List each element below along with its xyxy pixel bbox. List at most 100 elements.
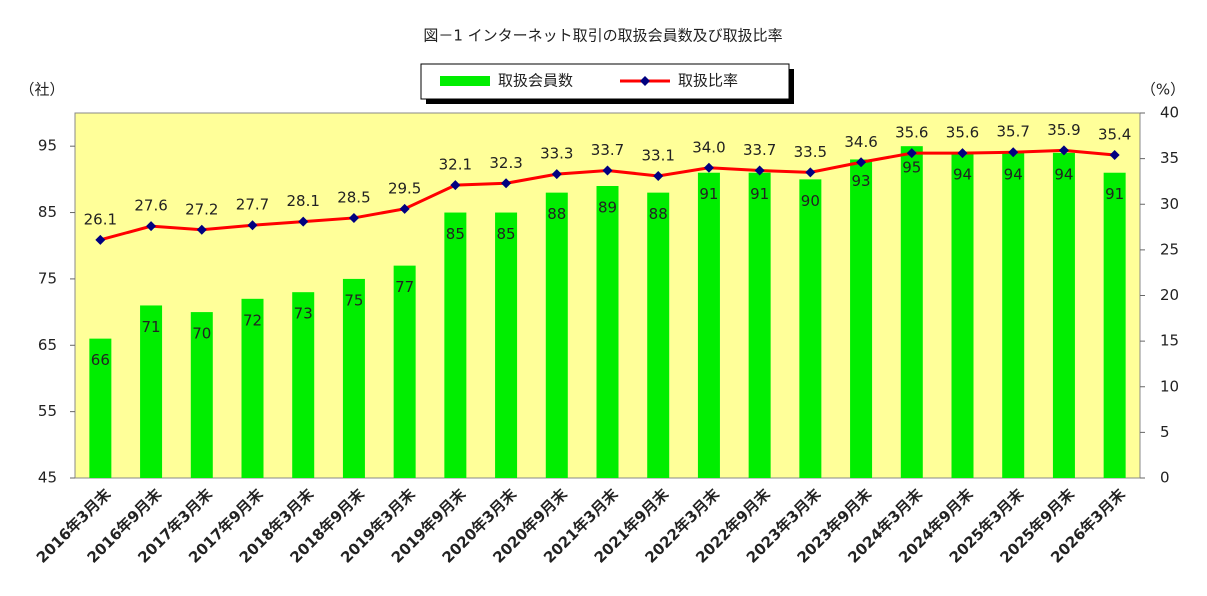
line-marker: [703, 162, 714, 173]
bar-value-label: 73: [294, 305, 313, 323]
line-value-label: 35.9: [1047, 121, 1080, 139]
line-value-label: 29.5: [388, 179, 421, 197]
bar-value-label: 94: [953, 165, 972, 183]
line-value-label: 33.3: [540, 145, 573, 163]
line-marker: [653, 170, 664, 181]
line-marker: [856, 157, 867, 168]
line-marker: [196, 224, 207, 235]
line-value-label: 35.6: [895, 124, 928, 142]
line-marker: [1109, 149, 1120, 160]
line-marker: [551, 169, 562, 180]
bar: [900, 146, 923, 478]
bar-value-label: 85: [446, 225, 465, 243]
bar: [1002, 152, 1025, 478]
y2-tick-label: 15: [1160, 332, 1179, 350]
line-value-label: 27.6: [134, 197, 167, 215]
bar-value-label: 85: [497, 225, 516, 243]
line-value-label: 35.6: [946, 124, 979, 142]
y-tick-label: 85: [38, 203, 57, 221]
bar-value-label: 91: [750, 185, 769, 203]
y2-tick-label: 20: [1160, 286, 1179, 304]
bar: [292, 292, 315, 478]
bar-value-label: 88: [649, 205, 668, 223]
bar-value-label: 77: [395, 278, 414, 296]
bar: [495, 212, 518, 478]
line-marker: [501, 178, 512, 189]
bar: [342, 278, 365, 478]
line-value-label: 35.7: [997, 123, 1030, 141]
chart-title: 図－1 インターネット取引の取扱会員数及び取扱比率: [423, 27, 782, 45]
line-marker: [146, 221, 157, 232]
bar-value-label: 94: [1054, 165, 1073, 183]
bar: [596, 186, 619, 478]
y-tick-label: 95: [38, 137, 57, 155]
bar: [444, 212, 467, 478]
bar: [951, 152, 974, 478]
line-value-label: 32.3: [489, 154, 522, 172]
line-value-label: 33.1: [642, 146, 675, 164]
line-value-label: 28.5: [337, 188, 370, 206]
y-tick-label: 45: [38, 469, 57, 487]
line-marker: [399, 203, 410, 214]
line-value-label: 26.1: [84, 210, 117, 228]
line-value-label: 27.7: [236, 196, 269, 214]
line-marker: [1008, 147, 1019, 158]
legend-label: 取扱会員数: [498, 72, 573, 90]
bar-value-label: 93: [852, 172, 871, 190]
line-value-label: 33.5: [794, 143, 827, 161]
line-value-label: 33.7: [743, 141, 776, 159]
line-marker: [906, 148, 917, 159]
line-marker: [1058, 145, 1069, 156]
bar-value-label: 75: [344, 291, 363, 309]
bar: [799, 179, 822, 478]
line-value-label: 35.4: [1098, 125, 1131, 143]
bar: [140, 305, 163, 478]
line-value-label: 34.0: [692, 138, 725, 156]
line-value-label: 28.1: [287, 192, 320, 210]
bar-value-label: 66: [91, 351, 110, 369]
bar: [647, 192, 670, 479]
y2-tick-label: 30: [1160, 195, 1179, 213]
line-marker: [957, 148, 968, 159]
bar: [850, 159, 873, 479]
y2-tick-label: 35: [1160, 149, 1179, 167]
y2-tick-label: 40: [1160, 104, 1179, 122]
y2-tick-label: 5: [1160, 423, 1170, 441]
y2-tick-label: 25: [1160, 240, 1179, 258]
bar: [1052, 152, 1075, 478]
y-tick-label: 65: [38, 336, 57, 354]
bar-value-label: 72: [243, 311, 262, 329]
legend-swatch: [440, 76, 490, 86]
y-tick-label: 75: [38, 269, 57, 287]
bar-value-label: 89: [598, 199, 617, 217]
bar-value-label: 94: [1004, 165, 1023, 183]
bar-value-label: 91: [1105, 185, 1124, 203]
legend-label: 取扱比率: [678, 72, 738, 90]
line-value-label: 34.6: [844, 133, 877, 151]
bar-value-label: 91: [699, 185, 718, 203]
y2-axis-label: （%）: [1141, 81, 1185, 99]
line-marker: [450, 180, 461, 191]
line-value-label: 33.7: [591, 141, 624, 159]
line-marker: [247, 220, 258, 231]
line-value-label: 27.2: [185, 200, 218, 218]
legend-marker: [640, 76, 650, 86]
bar-value-label: 95: [902, 159, 921, 177]
y2-tick-label: 10: [1160, 377, 1179, 395]
bar-value-label: 70: [192, 325, 211, 343]
bar: [748, 172, 771, 478]
bar: [241, 298, 264, 478]
bar: [545, 192, 568, 479]
line-marker: [95, 234, 106, 245]
bar: [1103, 172, 1126, 478]
bar: [190, 312, 213, 478]
line-marker: [805, 167, 816, 178]
y-tick-label: 55: [38, 402, 57, 420]
line-marker: [602, 165, 613, 176]
line-value-label: 32.1: [439, 156, 472, 174]
bar: [697, 172, 720, 478]
bar: [393, 265, 416, 478]
line-marker: [298, 216, 309, 227]
bar-value-label: 90: [801, 192, 820, 210]
